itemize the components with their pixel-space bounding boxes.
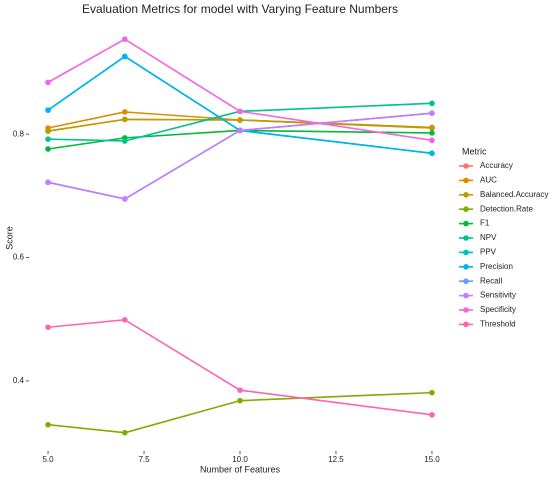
data-point — [122, 36, 128, 42]
series-line — [47, 129, 432, 150]
data-point — [237, 387, 243, 393]
legend-label: AUC — [480, 176, 497, 185]
legend-swatch — [463, 192, 469, 198]
legend-label: Detection.Rate — [480, 204, 533, 213]
series-line — [47, 391, 432, 434]
legend-swatch — [463, 206, 469, 212]
x-tick-label: 5.0 — [42, 455, 54, 464]
legend-label: Precision — [480, 262, 513, 271]
y-tick-label: 0.6 — [13, 253, 25, 262]
data-point — [122, 196, 128, 202]
legend-label: NPV — [480, 233, 497, 242]
legend-label: PPV — [480, 248, 497, 257]
legend-swatch — [463, 292, 469, 299]
data-point — [122, 317, 128, 323]
series-line — [47, 112, 433, 200]
data-point — [429, 100, 435, 107]
data-point — [237, 108, 243, 115]
legend-swatch — [463, 177, 469, 184]
legend-swatch — [463, 264, 469, 270]
data-point — [237, 397, 243, 404]
data-point — [45, 179, 51, 186]
series-line — [47, 38, 433, 142]
data-point — [429, 389, 435, 396]
series-line — [47, 118, 432, 132]
series-line — [48, 102, 432, 142]
legend-swatch — [463, 307, 469, 313]
x-tick-label: 7.5 — [138, 455, 150, 464]
legend-swatch — [463, 321, 469, 328]
data-point — [429, 137, 435, 144]
legend-swatch — [463, 278, 469, 285]
data-point — [45, 128, 51, 134]
data-point — [429, 150, 435, 157]
legend-label: Threshold — [480, 320, 516, 329]
data-point — [429, 125, 435, 131]
legend-label: Accuracy — [480, 161, 513, 170]
data-point — [237, 117, 243, 123]
data-point — [45, 107, 51, 113]
data-point — [122, 116, 128, 123]
data-point — [122, 429, 128, 436]
data-point — [429, 130, 435, 136]
legend-label: Recall — [480, 276, 502, 285]
data-point — [429, 110, 435, 117]
legend-swatch — [463, 163, 469, 169]
legend-label: Specificity — [480, 305, 516, 314]
data-point — [45, 79, 51, 86]
y-tick-label: 0.8 — [13, 129, 25, 138]
series-line — [47, 55, 433, 155]
y-tick-label: 0.4 — [13, 376, 25, 385]
data-point — [45, 324, 51, 331]
chart-title: Evaluation Metrics for model with Varyin… — [82, 2, 398, 16]
data-point — [45, 146, 51, 152]
data-point — [45, 136, 51, 142]
data-point — [122, 53, 128, 60]
data-point — [122, 138, 128, 144]
legend-label: F1 — [480, 219, 490, 228]
data-point — [45, 421, 51, 428]
data-point — [122, 109, 128, 115]
x-tick-label: 15.0 — [424, 455, 440, 464]
legend-label: Balanced.Accuracy — [480, 190, 548, 199]
legend-swatch — [463, 249, 469, 256]
x-tick-label: 10.0 — [232, 455, 248, 464]
series-line — [47, 319, 433, 416]
y-axis-title: Score — [4, 226, 14, 250]
data-point — [429, 412, 435, 418]
legend-title: Metric — [462, 146, 487, 156]
series-line — [47, 55, 433, 155]
x-tick-label: 12.5 — [328, 455, 344, 464]
legend-swatch — [463, 235, 469, 241]
data-point — [237, 127, 243, 134]
legend-swatch — [463, 220, 469, 227]
x-axis-title: Number of Features — [200, 464, 281, 474]
legend-label: Sensitivity — [480, 291, 516, 300]
